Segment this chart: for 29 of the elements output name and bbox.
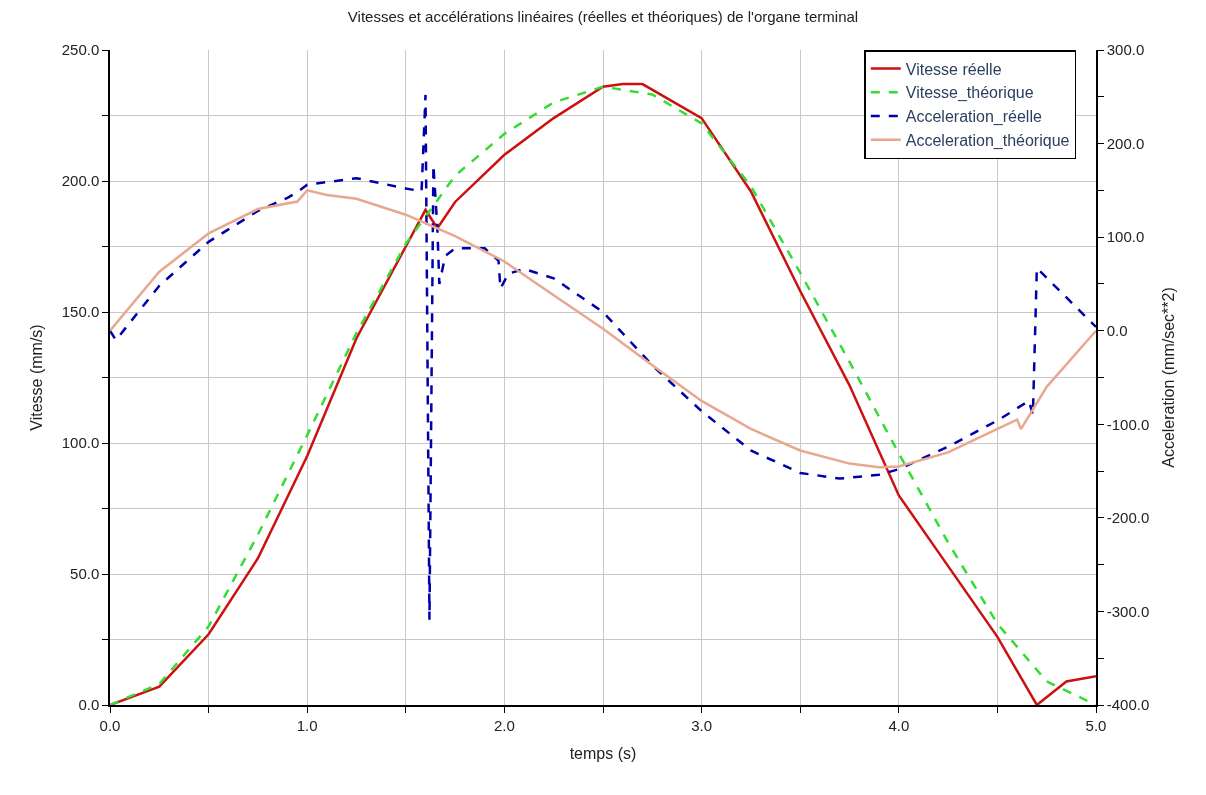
x-tick-label: 0.0	[99, 716, 121, 734]
legend-label: Vitesse réelle	[905, 60, 1002, 78]
legend-label: Acceleration_théorique	[905, 132, 1070, 151]
y2-tick-label: 200.0	[1106, 134, 1145, 152]
y-tick-label: 150.0	[61, 303, 100, 321]
x-tick-label: 2.0	[493, 716, 515, 734]
y2-tick-label: 300.0	[1106, 41, 1145, 59]
line-series	[110, 189, 1096, 469]
x-tick-label: 4.0	[888, 716, 910, 734]
y2-tick-label: -400.0	[1106, 696, 1150, 714]
y2-tick-label: -100.0	[1106, 415, 1150, 433]
y2-tick-label: -300.0	[1106, 602, 1150, 620]
y-tick-label: 250.0	[61, 41, 100, 59]
y2-axis-title: Acceleration (mm/sec**2)	[1160, 287, 1178, 468]
x-tick-label: 5.0	[1085, 716, 1107, 734]
y2-tick-label: -200.0	[1106, 509, 1150, 527]
y-tick-label: 100.0	[61, 434, 100, 452]
y2-tick-label: 0.0	[1106, 321, 1128, 339]
legend-label: Acceleration_réelle	[905, 108, 1042, 127]
x-tick-label: 1.0	[296, 716, 318, 734]
legend-label: Vitesse_théorique	[905, 84, 1034, 103]
x-tick-label: 3.0	[691, 716, 713, 734]
y-tick-label: 200.0	[61, 172, 100, 190]
y-axis-title: Vitesse (mm/s)	[28, 324, 46, 431]
chart-title: Vitesses et accélérations linéaires (réelles et théoriques) de l'organe terminal	[347, 8, 859, 26]
x-axis-title: temps (s)	[569, 744, 637, 762]
y-tick-label: 50.0	[70, 565, 100, 583]
y2-tick-label: 100.0	[1106, 228, 1145, 246]
y-tick-label: 0.0	[78, 696, 100, 714]
